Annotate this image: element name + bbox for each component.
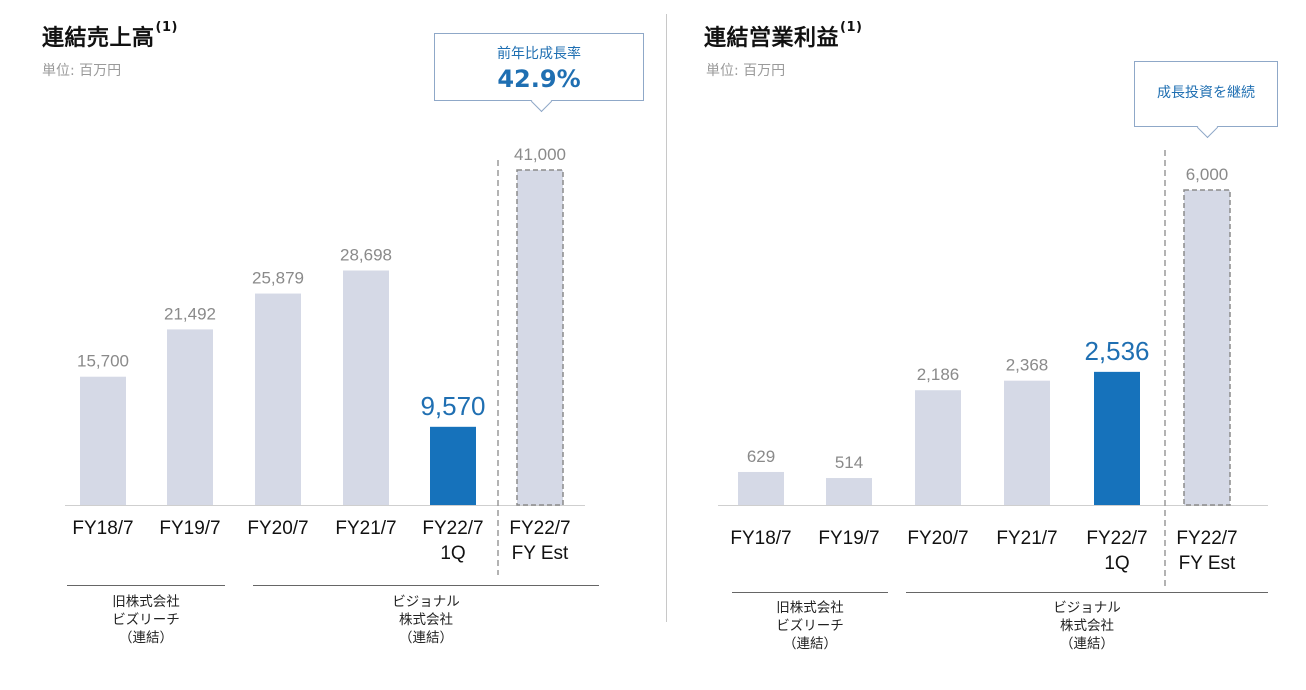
left-category-label-4-line1: 1Q [440, 543, 465, 564]
right-category-label-5-line1: FY Est [1179, 553, 1236, 574]
left-group1-line1: 旧株式会社 [112, 594, 180, 610]
right-investment-callout: 成長投資を継続 [1134, 61, 1278, 139]
left-category-label-1: FY19/7 [159, 518, 220, 539]
right-category-label-1: FY19/7 [818, 528, 879, 549]
left-group1-line2: ビズリーチ [112, 612, 180, 628]
left-value-label-4: 9,570 [420, 391, 485, 421]
right-value-label-5: 6,000 [1186, 165, 1229, 184]
left-growth-callout: 前年比成長率 42.9% [434, 33, 644, 113]
right-bar-1 [826, 478, 872, 505]
left-chart-title: 連結売上高(1) [42, 20, 178, 52]
right-category-label-5-line0: FY22/7 [1176, 528, 1237, 549]
right-group2-line2: 株式会社 [1060, 618, 1114, 634]
right-unit-label: 単位: 百万円 [706, 63, 786, 79]
right-category-label-4-line1: 1Q [1104, 553, 1129, 574]
left-title-note: (1) [155, 19, 178, 35]
left-category-label-3: FY21/7 [335, 518, 396, 539]
left-value-label-1: 21,492 [164, 304, 216, 323]
right-bar-2 [915, 390, 961, 505]
right-value-label-1: 514 [835, 453, 863, 472]
left-group-line-2 [253, 585, 599, 586]
right-group1-line2: ビズリーチ [776, 618, 844, 634]
left-bar-1 [167, 329, 213, 505]
right-bar-3 [1004, 380, 1050, 505]
right-value-label-0: 629 [747, 447, 775, 466]
left-group2-line3: （連結） [399, 630, 453, 646]
left-value-label-3: 28,698 [340, 246, 392, 265]
left-group-label-1: 旧株式会社 ビズリーチ （連結） [67, 593, 225, 647]
left-group-line-1 [67, 585, 225, 586]
left-category-label-5-line1: FY Est [512, 543, 569, 564]
right-group2-line1: ビジョナル [1053, 600, 1121, 616]
left-unit-label: 単位: 百万円 [42, 63, 122, 79]
right-category-label-3: FY21/7 [996, 528, 1057, 549]
left-bar-0 [80, 376, 126, 505]
left-value-label-5: 41,000 [514, 145, 566, 164]
right-group-label-2: ビジョナル 株式会社 （連結） [906, 599, 1268, 653]
right-value-label-3: 2,368 [1006, 356, 1049, 375]
right-value-label-4: 2,536 [1084, 336, 1149, 366]
right-category-label-4-line0: FY22/7 [1086, 528, 1147, 549]
right-bar-5 [1183, 189, 1231, 506]
left-group1-line3: （連結） [119, 630, 173, 646]
right-bar-4 [1094, 371, 1140, 505]
right-bar-0 [738, 471, 784, 505]
left-group-label-2: ビジョナル 株式会社 （連結） [253, 593, 599, 647]
right-category-label-2: FY20/7 [907, 528, 968, 549]
left-callout-value: 42.9% [497, 65, 581, 93]
left-group2-line1: ビジョナル [392, 594, 460, 610]
right-value-label-2: 2,186 [917, 365, 960, 384]
left-bar-5 [516, 169, 564, 506]
right-group1-line1: 旧株式会社 [776, 600, 844, 616]
left-category-label-0: FY18/7 [72, 518, 133, 539]
right-callout-label: 成長投資を継続 [1157, 85, 1255, 101]
left-category-label-5-line0: FY22/7 [509, 518, 570, 539]
right-category-label-0: FY18/7 [730, 528, 791, 549]
right-group-line-1 [732, 592, 888, 593]
right-title-text: 連結営業利益 [704, 26, 840, 51]
left-group2-line2: 株式会社 [399, 612, 453, 628]
right-group2-line3: （連結） [1060, 636, 1114, 652]
right-chart-title: 連結営業利益(1) [704, 20, 862, 52]
left-callout-label: 前年比成長率 [497, 46, 581, 62]
right-group-label-1: 旧株式会社 ビズリーチ （連結） [732, 599, 888, 653]
left-value-label-0: 15,700 [77, 352, 129, 371]
left-bar-3 [343, 270, 389, 505]
left-bar-4 [430, 426, 476, 505]
panel-divider [666, 14, 667, 622]
left-bar-2 [255, 293, 301, 505]
left-value-label-2: 25,879 [252, 269, 304, 288]
left-category-label-4-line0: FY22/7 [422, 518, 483, 539]
left-title-text: 連結売上高 [42, 26, 155, 51]
right-title-note: (1) [840, 19, 863, 35]
right-group1-line3: （連結） [783, 636, 837, 652]
right-group-line-2 [906, 592, 1268, 593]
left-category-label-2: FY20/7 [247, 518, 308, 539]
